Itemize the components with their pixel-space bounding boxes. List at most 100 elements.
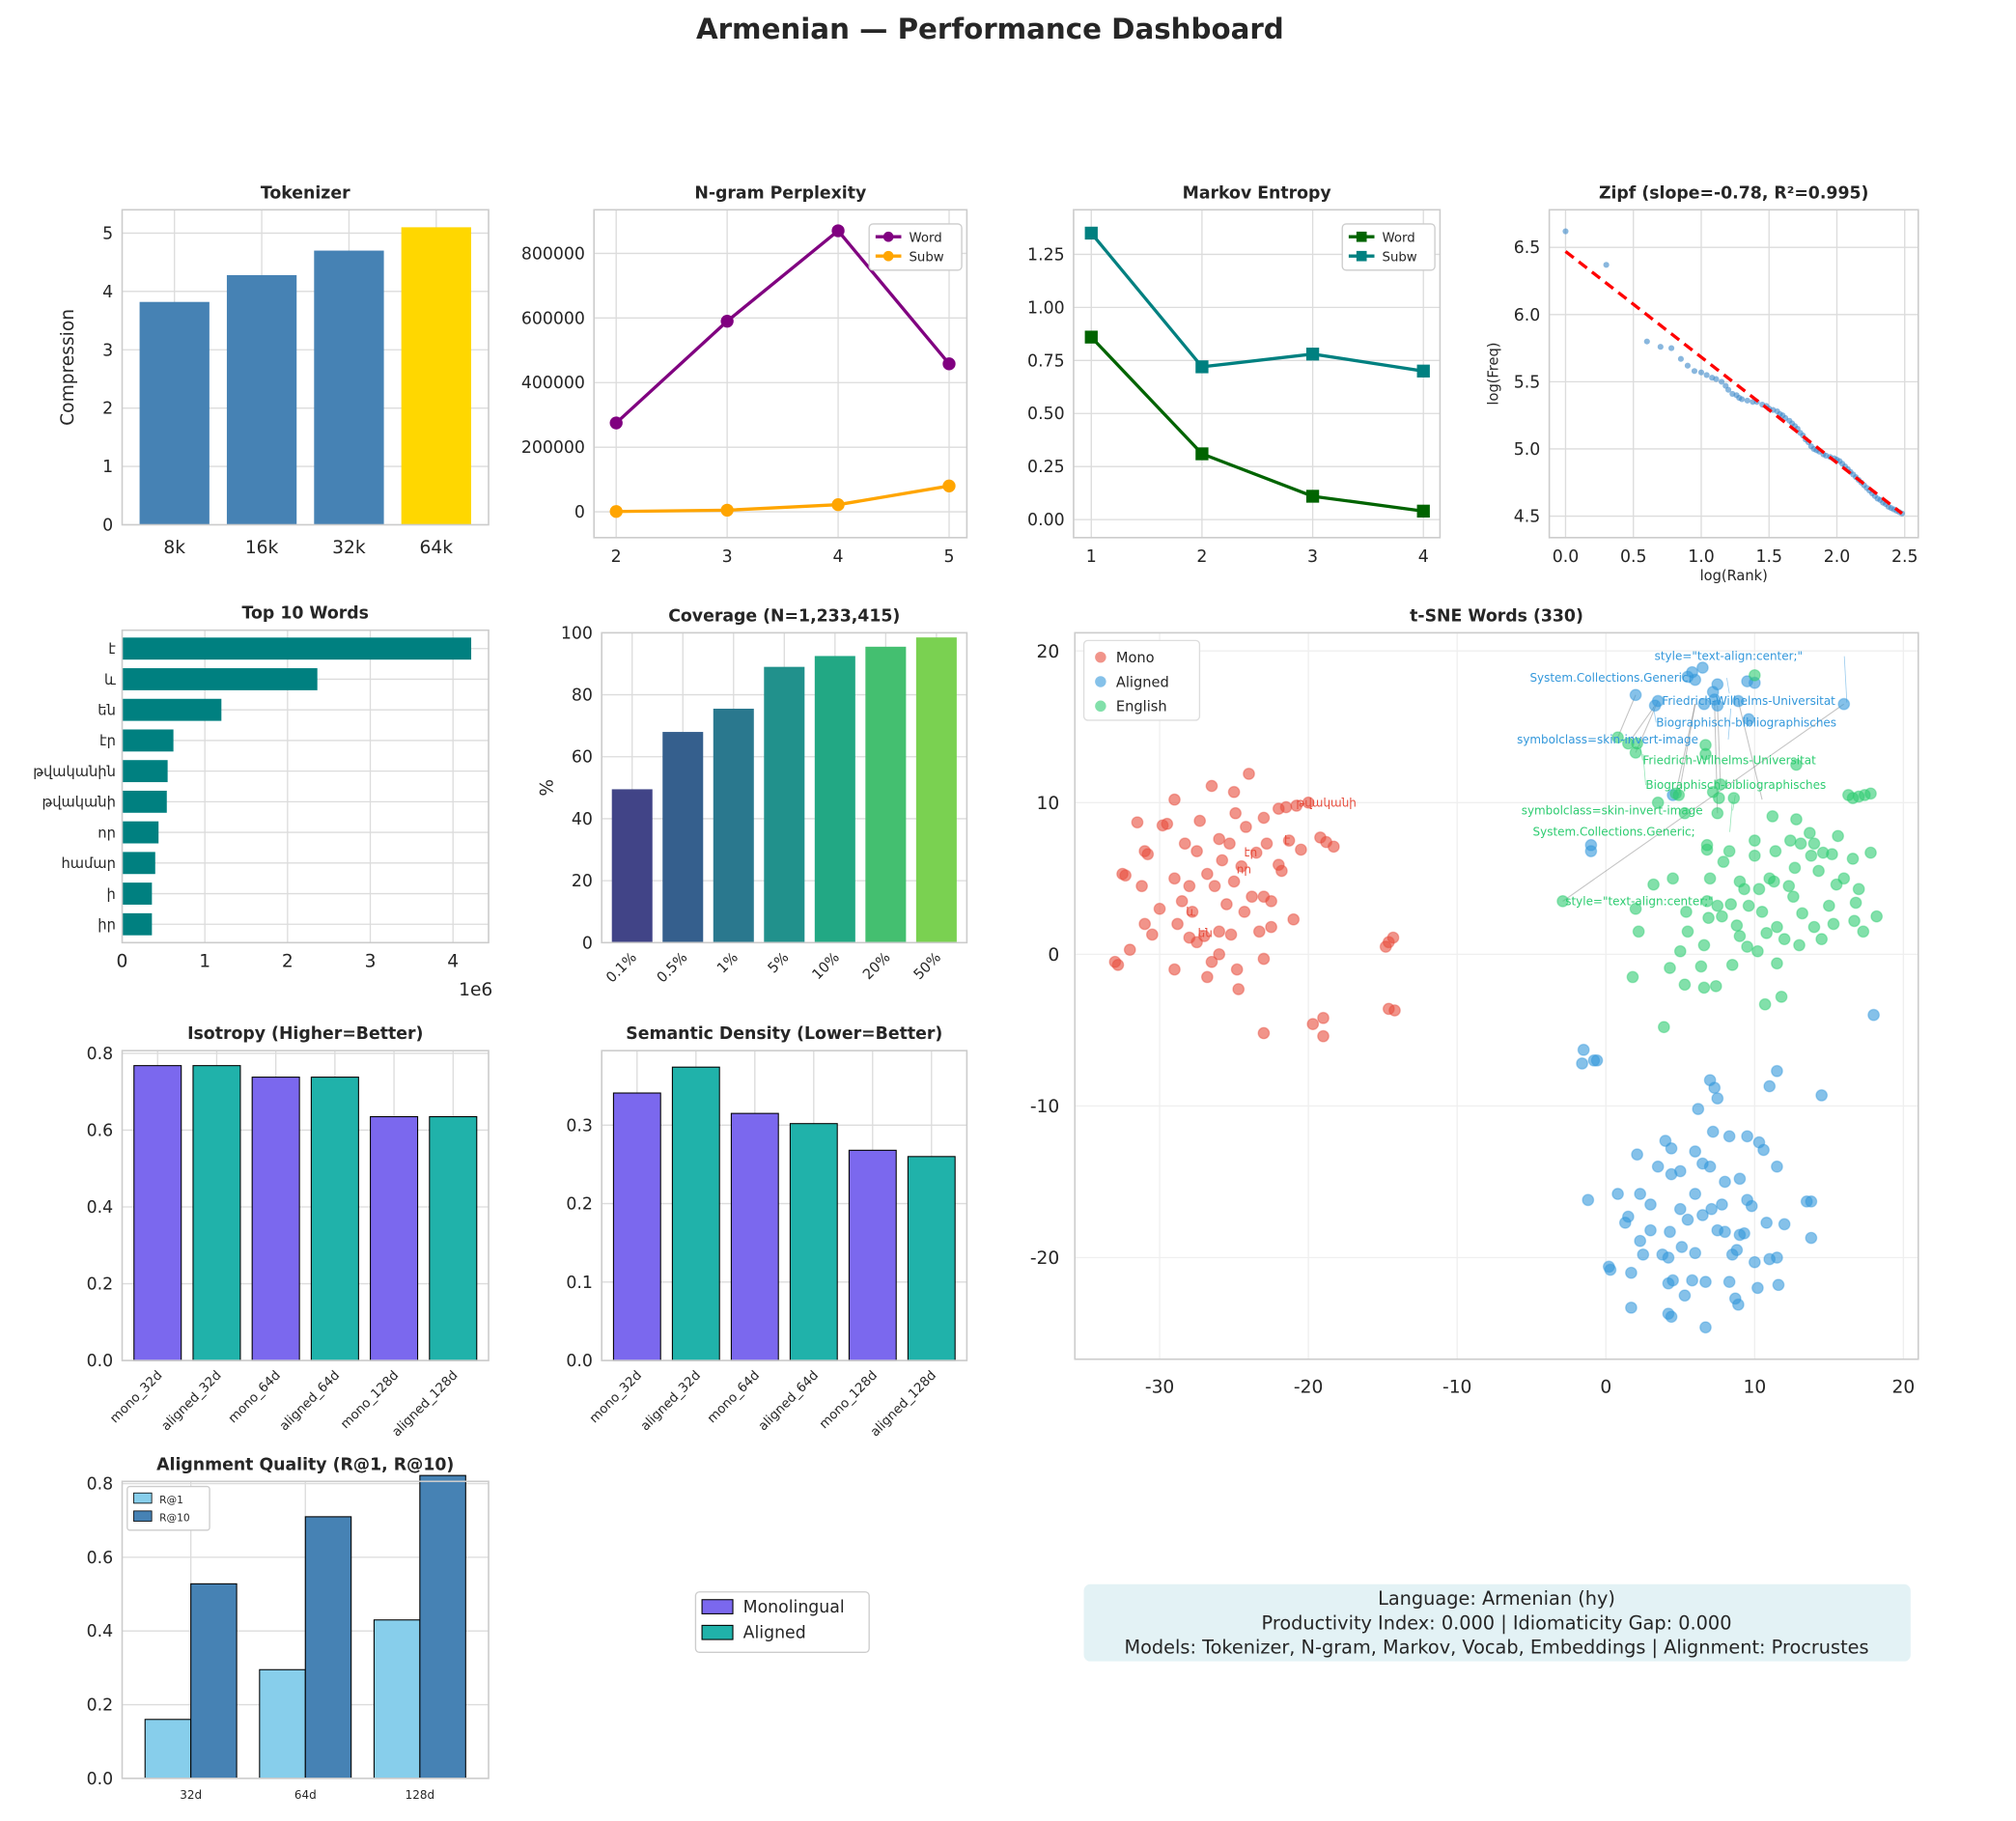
y-tick-label: 0: [1048, 945, 1059, 966]
y-tick-label: 0.25: [1027, 458, 1065, 477]
tsne-point-aligned: [1837, 697, 1851, 711]
tsne-annotation: style="text-align:center;": [1655, 650, 1803, 663]
bar-էր: [122, 729, 174, 752]
tsne-point-english: [1864, 846, 1877, 859]
tsne-point-mono: [1238, 905, 1251, 918]
tsne-point-aligned: [1604, 1263, 1617, 1276]
y-tick-label: էր: [99, 733, 116, 749]
y-tick-label: 400000: [521, 374, 585, 393]
x-tick-label: 3: [1307, 547, 1318, 567]
tsne-point-aligned: [1659, 1135, 1672, 1147]
bar-aligned_64d: [310, 1077, 359, 1361]
bar-10%: [814, 656, 855, 943]
tsne-point-aligned: [1708, 1081, 1722, 1094]
tsne-point-aligned: [1706, 1125, 1720, 1138]
data-point-Word: [720, 315, 734, 328]
tsne-point-aligned: [1665, 1142, 1678, 1155]
y-tick-label: 20: [572, 872, 593, 891]
tsne-annotation: Biographisch-bibliographisches: [1656, 715, 1836, 729]
tsne-point-aligned: [1664, 1225, 1676, 1239]
plot-area: [1075, 632, 1918, 1359]
tsne-point-english: [1830, 878, 1843, 891]
tsne-point-english: [1870, 910, 1884, 923]
tsne-point-aligned: [1705, 1202, 1719, 1216]
plot-area: [122, 1051, 490, 1361]
bar-mono_128d: [370, 1116, 419, 1361]
tsne-point-aligned: [1751, 1281, 1764, 1295]
tsne-point-aligned: [1771, 1160, 1783, 1173]
tsne-point-mono: [1295, 843, 1307, 856]
tsne-point-mono: [1252, 925, 1266, 939]
x-tick-label: mono_64d: [705, 1368, 763, 1426]
y-tick-label: -10: [1030, 1097, 1059, 1117]
x-tick-label: 16k: [245, 538, 279, 558]
tsne-point-aligned: [1665, 1310, 1678, 1324]
y-tick-label: 80: [572, 686, 593, 706]
tsne-point-mono: [1168, 872, 1181, 885]
series-line-Subw: [616, 484, 950, 514]
tsne-point-mono: [1183, 880, 1196, 893]
tsne-point-mono: [1171, 917, 1184, 931]
annotation-leader: [1729, 800, 1733, 832]
tsne-point-english: [1700, 894, 1714, 908]
chart-title: Markov Entropy: [1183, 183, 1331, 203]
bar-mono_64d: [251, 1077, 300, 1361]
tsne-point-english: [1678, 806, 1692, 820]
chart-title: Isotropy (Higher=Better): [187, 1024, 423, 1044]
bar-համար: [122, 852, 155, 875]
tsne-point-english: [1626, 970, 1639, 984]
axes-frame: [593, 209, 968, 539]
tsne-point-aligned: [1611, 1188, 1624, 1200]
legend: Word Subw: [868, 223, 963, 271]
x-tick-label: -20: [1294, 1377, 1323, 1397]
bar-20%: [865, 646, 907, 943]
bar-թվականի: [122, 790, 167, 813]
x-tick-label: 64k: [420, 538, 454, 558]
legend-swatch: [701, 1599, 734, 1614]
tsne-point-mono: [1265, 920, 1278, 934]
tsne-point-english: [1680, 905, 1693, 918]
y-tick-label: 5.5: [1514, 373, 1541, 392]
legend-marker: [1095, 651, 1106, 663]
tsne-point-english: [1790, 758, 1803, 771]
zipf-point: [1684, 362, 1691, 369]
tsne-point-english: [1748, 849, 1761, 862]
alignment-link: [1737, 700, 1763, 800]
tsne-point-aligned: [1748, 1255, 1761, 1269]
tsne-annotation: որ: [1237, 862, 1251, 876]
chart-top10: Top 10 Words 0 1 2 3 4 էև են էր թվականին թվականի որ…: [33, 604, 492, 1000]
tsne-point-mono: [1306, 1018, 1320, 1031]
tsne-point-mono: [1219, 898, 1233, 910]
tsne-point-english: [1805, 849, 1818, 862]
tsne-point-mono: [1282, 834, 1296, 847]
y-tick-label: 0: [582, 934, 593, 953]
bar-թվականին: [122, 760, 168, 783]
y-tick-label: 4.5: [1514, 508, 1541, 527]
tsne-point-mono: [1232, 983, 1246, 995]
axes-frame: [121, 209, 490, 526]
y-tick-label: 0.1: [566, 1274, 593, 1293]
tsne-point-aligned: [1651, 1160, 1665, 1173]
tsne-point-mono: [1302, 796, 1315, 809]
legend-marker: [882, 250, 894, 262]
tsne-point-aligned: [1730, 1244, 1744, 1257]
tsne-point-mono: [1141, 848, 1155, 861]
tsne-point-aligned: [1763, 1079, 1777, 1093]
tsne-point-aligned: [1772, 1278, 1785, 1292]
tsne-point-mono: [1223, 837, 1236, 851]
tsne-point-mono: [1213, 832, 1226, 846]
tsne-point-mono: [1249, 846, 1263, 859]
tsne-point-mono: [1190, 845, 1203, 857]
tsne-annotation: է: [1284, 834, 1290, 848]
axes-frame: [121, 1050, 490, 1361]
zipf-point: [1744, 397, 1750, 404]
tsne-point-aligned: [1738, 1226, 1750, 1240]
legend-label: Word: [1383, 232, 1415, 246]
legend-label: Subw: [909, 251, 943, 266]
legend-tsne: Mono Aligned English: [1082, 639, 1201, 721]
tsne-point-english: [1673, 944, 1687, 958]
data-point-Subw: [942, 479, 956, 492]
x-tick-label: 4: [833, 547, 844, 567]
x-tick-label: mono_128d: [338, 1368, 402, 1432]
